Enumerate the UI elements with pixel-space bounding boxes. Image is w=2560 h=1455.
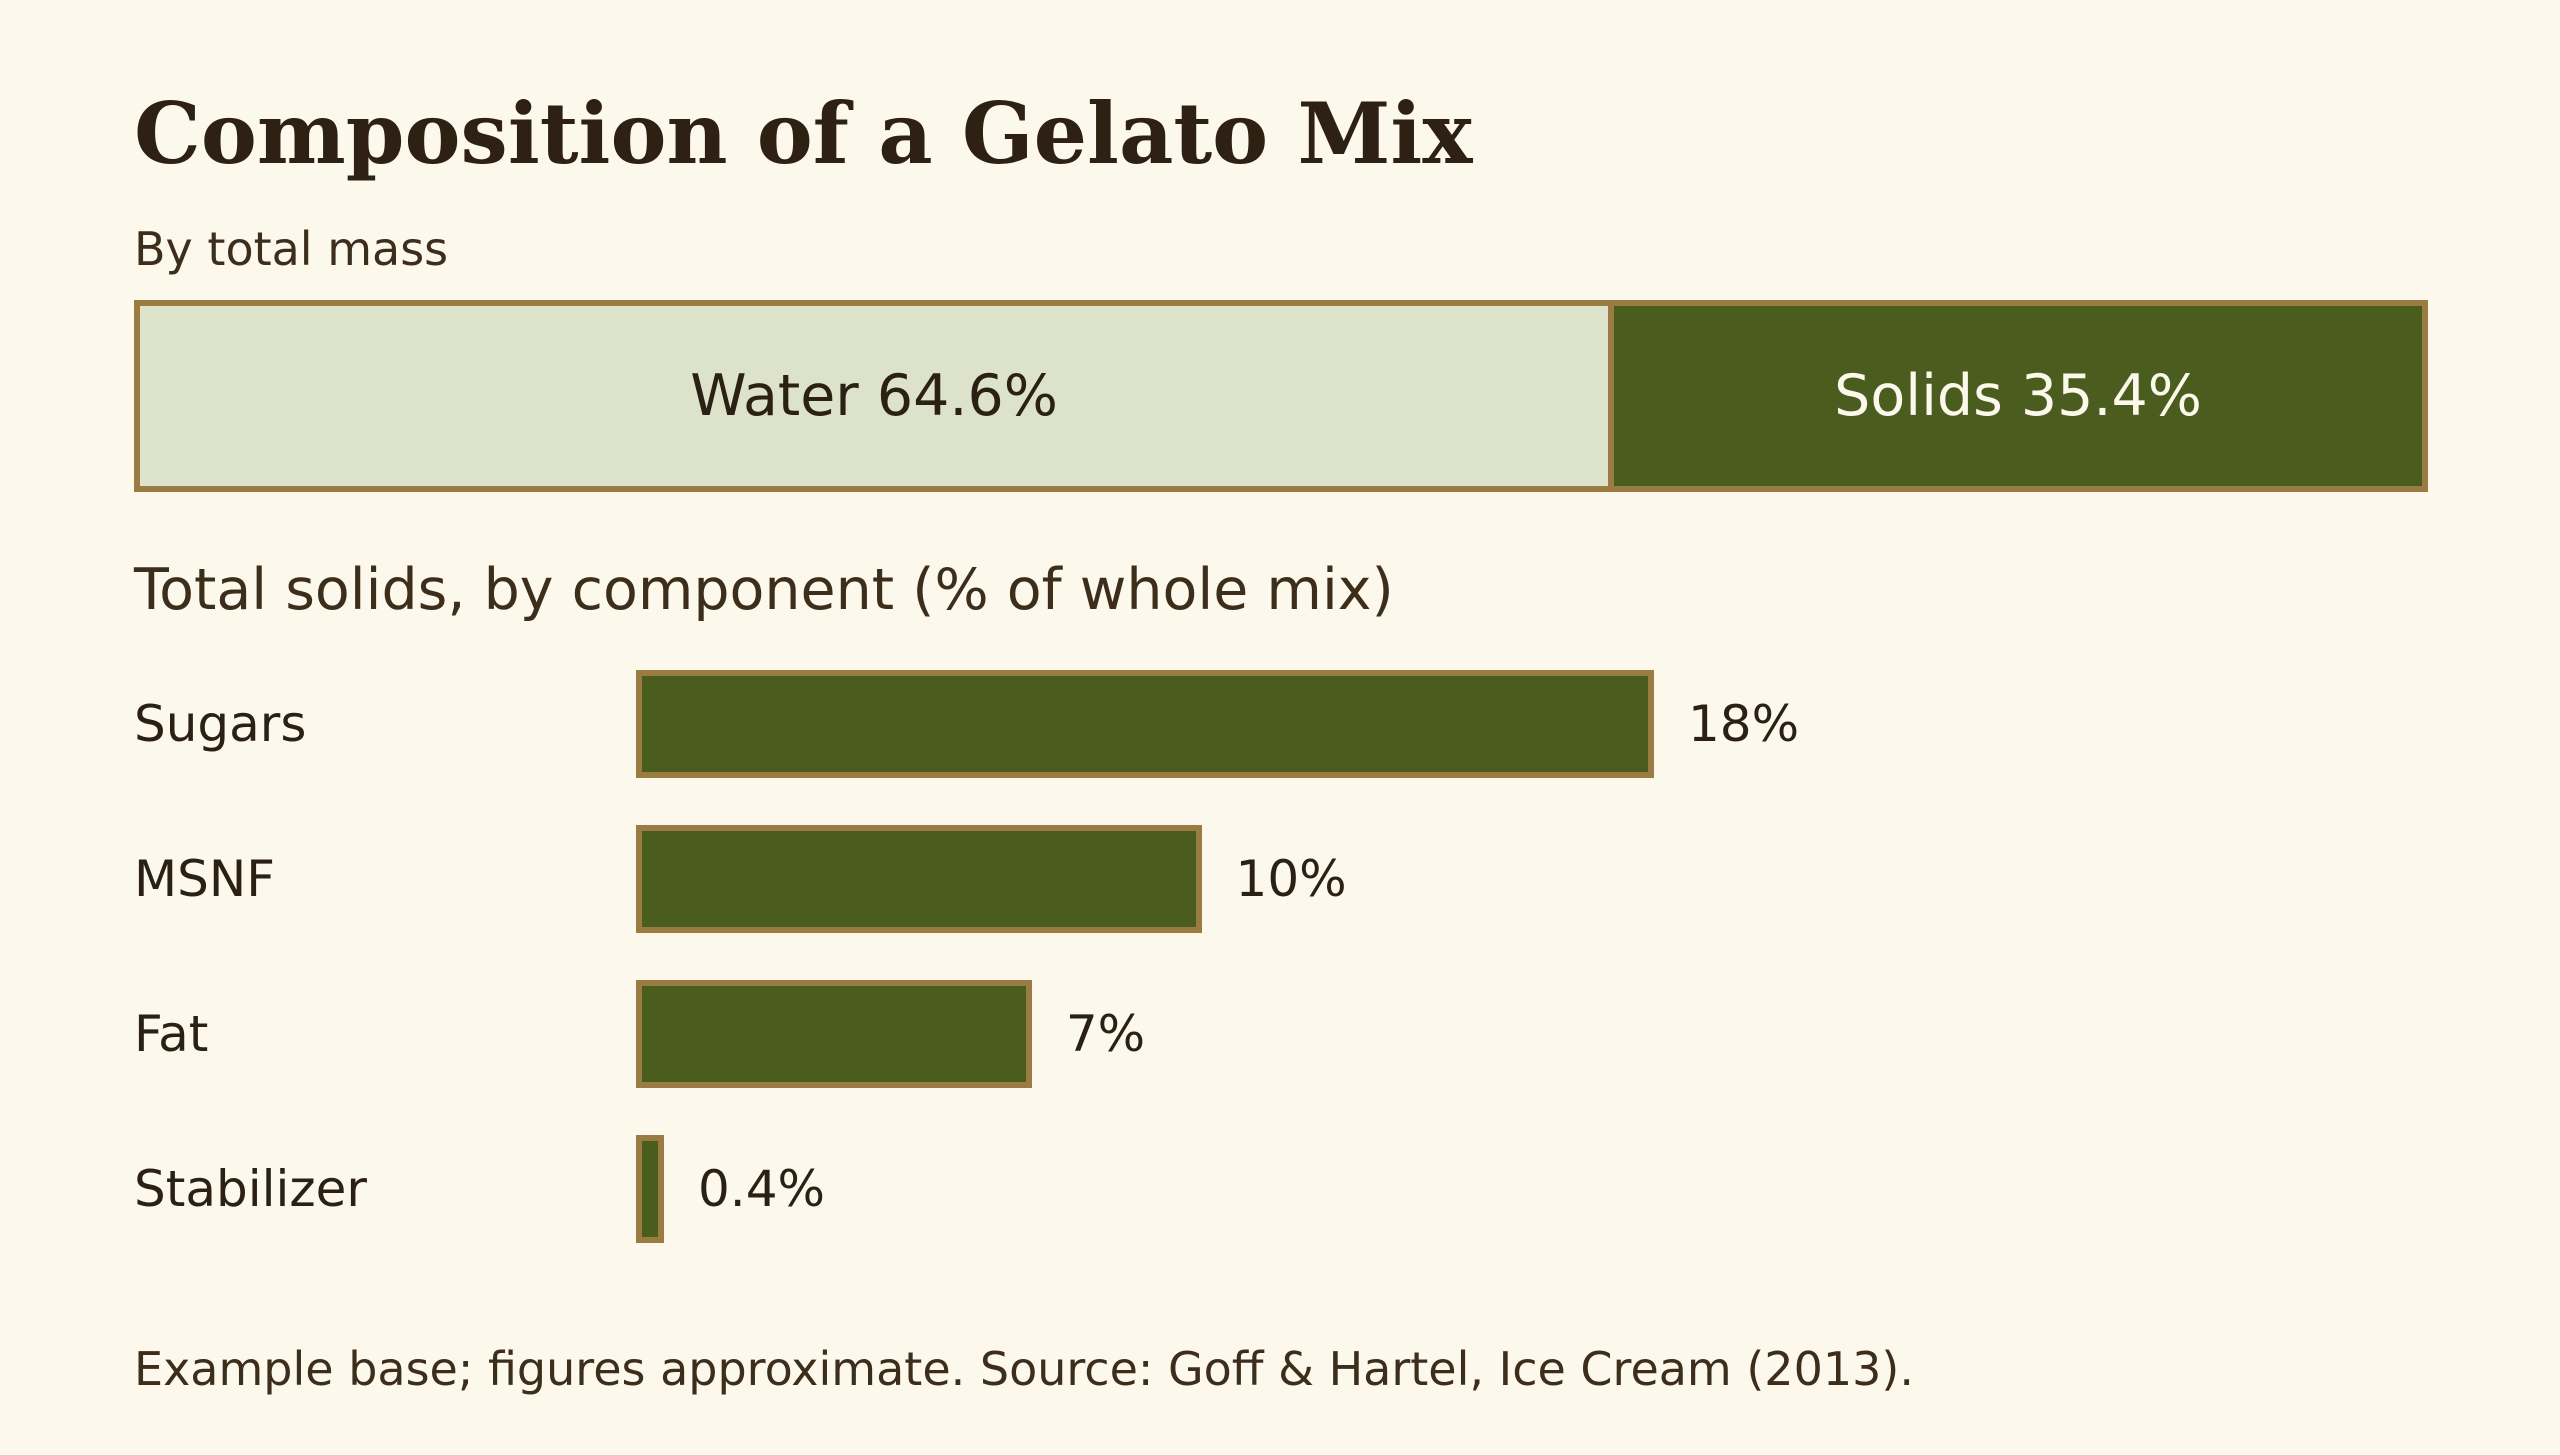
component-value-label: 0.4% (698, 1160, 826, 1218)
component-value-label: 10% (1235, 850, 1347, 908)
component-row-sugars: Sugars 18% (0, 670, 2560, 778)
component-label: MSNF (134, 850, 276, 908)
component-bar-fat (636, 980, 1032, 1088)
component-row-msnf: MSNF 10% (0, 825, 2560, 933)
component-label: Fat (134, 1005, 209, 1063)
component-bar-msnf (636, 825, 1202, 933)
component-bar-stabilizer (636, 1135, 664, 1243)
component-value-label: 18% (1688, 695, 1800, 753)
component-bar-sugars (636, 670, 1654, 778)
component-row-stabilizer: Stabilizer 0.4% (0, 1135, 2560, 1243)
source-footnote: Example base; figures approximate. Sourc… (134, 1342, 1914, 1396)
water-solids-stacked-bar: Water 64.6% Solids 35.4% (134, 300, 2428, 492)
chart-title: Composition of a Gelato Mix (134, 84, 1473, 183)
water-segment-label: Water 64.6% (690, 363, 1058, 429)
component-label: Stabilizer (134, 1160, 367, 1218)
water-segment: Water 64.6% (140, 306, 1615, 486)
solids-segment-label: Solids 35.4% (1834, 363, 2202, 429)
solids-breakdown-title: Total solids, by component (% of whole m… (134, 557, 1394, 623)
component-value-label: 7% (1065, 1005, 1146, 1063)
component-row-fat: Fat 7% (0, 980, 2560, 1088)
chart-subtitle: By total mass (134, 222, 449, 276)
solids-segment: Solids 35.4% (1614, 306, 2422, 486)
component-label: Sugars (134, 695, 307, 753)
